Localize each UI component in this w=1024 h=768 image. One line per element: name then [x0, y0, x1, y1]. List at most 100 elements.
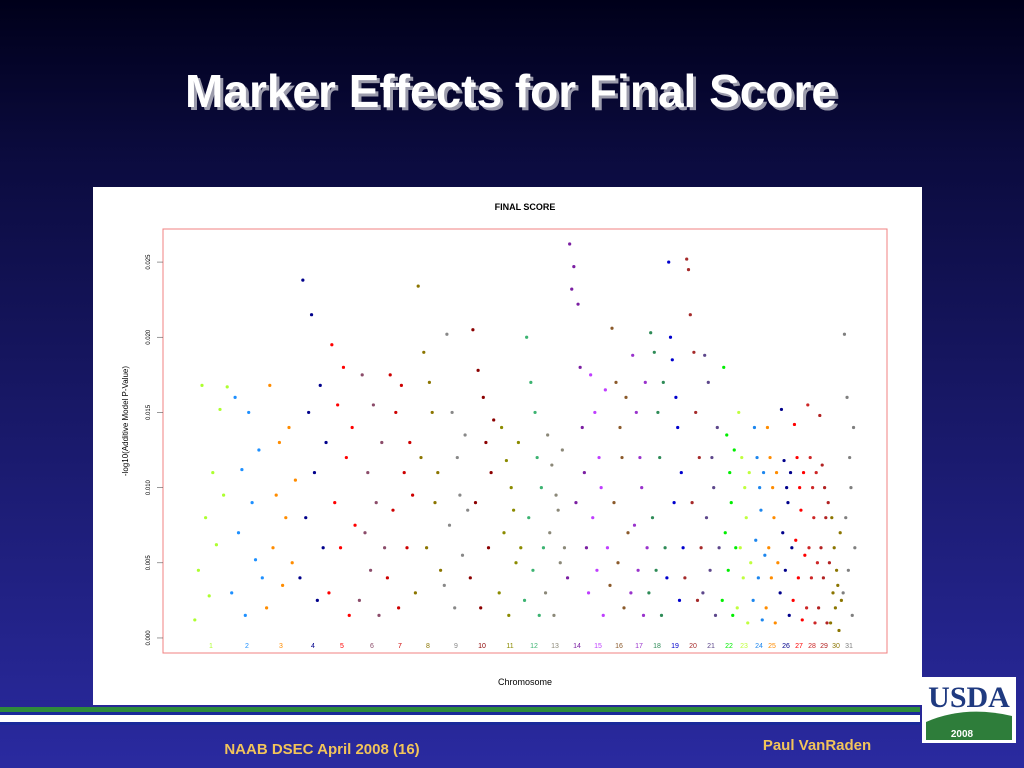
marker-point [825, 621, 829, 625]
marker-point [290, 561, 294, 565]
marker-point [347, 613, 351, 618]
marker-point [738, 546, 742, 550]
marker-point [737, 410, 741, 415]
marker-point [425, 546, 429, 550]
y-tick-label: 0.005 [146, 555, 152, 571]
marker-point [744, 516, 748, 520]
marker-point [196, 568, 200, 572]
marker-point [833, 606, 838, 610]
marker-point [363, 531, 367, 535]
marker-point [476, 368, 480, 372]
x-tick-label: 17 [635, 643, 643, 650]
marker-point [776, 561, 780, 565]
marker-point [225, 385, 229, 389]
marker-point [755, 455, 759, 460]
marker-point [605, 546, 610, 550]
marker-point [683, 576, 687, 580]
marker-point [586, 591, 591, 595]
marker-point [743, 486, 747, 490]
x-tick-label: 30 [832, 643, 840, 650]
marker-point [445, 332, 449, 336]
marker-point [539, 486, 543, 490]
y-axis-label: -log10(Additive Model P-Value) [121, 366, 130, 476]
marker-point [500, 425, 504, 430]
marker-point [838, 531, 842, 535]
marker-point [831, 591, 835, 595]
marker-point [688, 313, 692, 317]
marker-point [846, 568, 850, 572]
marker-point [240, 467, 244, 472]
y-tick-label: 0.000 [146, 630, 152, 646]
marker-point [670, 358, 674, 362]
x-tick-label: 1 [209, 643, 213, 650]
marker-point [820, 463, 824, 467]
marker-point [486, 546, 491, 550]
marker-point [771, 486, 775, 490]
marker-point [620, 455, 624, 460]
marker-point [599, 486, 603, 490]
marker-point [595, 568, 599, 572]
marker-point [773, 621, 777, 625]
marker-point [419, 455, 423, 460]
marker-point [681, 546, 685, 550]
x-tick-label: 7 [398, 643, 402, 650]
marker-point [360, 373, 364, 377]
marker-point [650, 516, 655, 520]
marker-point [502, 531, 506, 535]
marker-point [759, 508, 763, 512]
marker-point [230, 591, 234, 595]
marker-point [720, 598, 724, 602]
marker-point [507, 613, 511, 618]
marker-point [204, 516, 208, 520]
marker-point [298, 576, 302, 580]
marker-point [321, 546, 325, 550]
marker-point [663, 546, 667, 550]
marker-point [686, 267, 691, 272]
stripe-green [0, 707, 920, 712]
marker-point [369, 568, 373, 572]
marker-point [433, 501, 437, 505]
marker-point [460, 553, 465, 557]
marker-point [388, 373, 392, 377]
marker-point [818, 413, 822, 418]
marker-point [509, 486, 513, 490]
marker-point [324, 440, 328, 445]
chart-title: FINAL SCORE [495, 202, 556, 212]
marker-point [764, 606, 768, 610]
marker-point [679, 470, 683, 475]
footer-right: Paul VanRaden [763, 737, 871, 754]
x-tick-label: 20 [689, 643, 697, 650]
marker-point [765, 425, 770, 430]
marker-point [541, 546, 546, 550]
marker-point [601, 613, 605, 618]
marker-point [529, 380, 533, 384]
marker-point [616, 561, 620, 565]
marker-point [805, 606, 809, 610]
x-tick-label: 15 [594, 643, 602, 650]
marker-point [383, 546, 387, 550]
x-tick-label: 11 [506, 643, 513, 650]
marker-point [827, 561, 832, 565]
marker-point [842, 332, 847, 336]
marker-point [447, 523, 452, 527]
stripe-blue [0, 712, 920, 715]
marker-point [504, 458, 508, 463]
marker-point [706, 380, 710, 384]
marker-point [772, 516, 776, 520]
marker-point [626, 531, 630, 535]
marker-point [752, 425, 757, 430]
x-tick-label: 26 [782, 643, 790, 650]
marker-point [511, 508, 516, 512]
marker-point [580, 425, 584, 430]
marker-point [552, 613, 556, 618]
marker-point [430, 410, 434, 415]
marker-point [274, 493, 278, 497]
marker-point [690, 501, 694, 505]
marker-point [754, 538, 758, 542]
marker-point [783, 568, 787, 572]
x-tick-label: 19 [671, 643, 679, 650]
marker-point [734, 546, 738, 550]
marker-point [815, 561, 820, 565]
marker-point [560, 448, 564, 452]
